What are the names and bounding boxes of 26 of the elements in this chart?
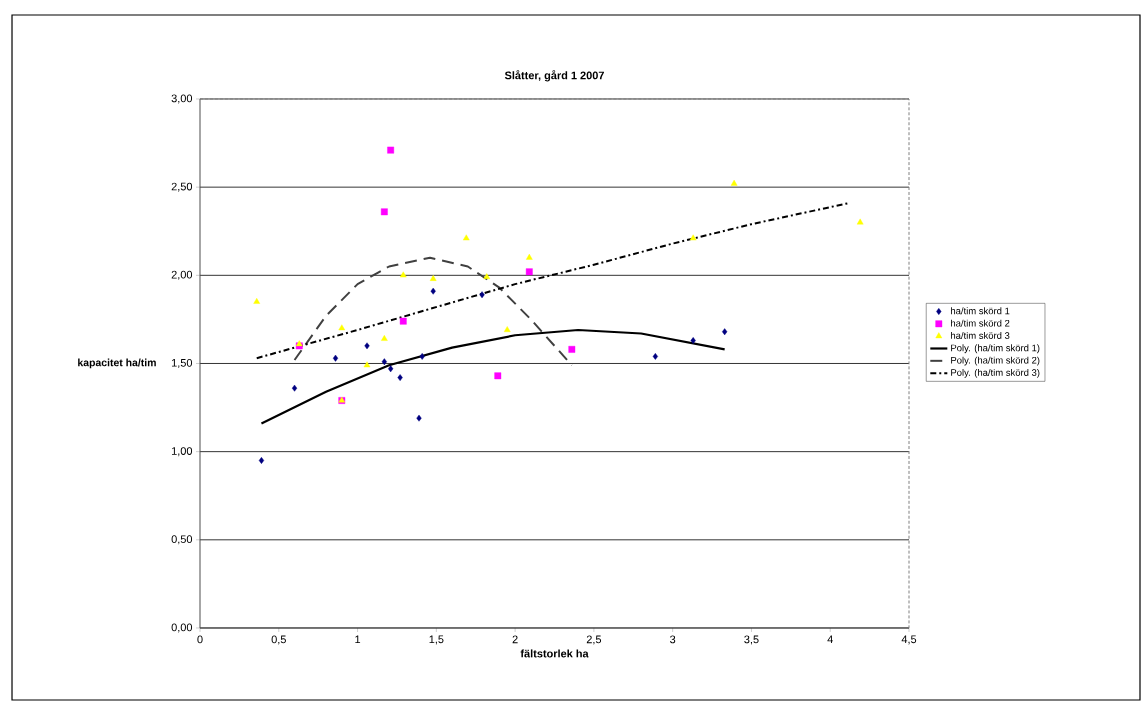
y-tick-label: 0,00 — [171, 623, 193, 633]
legend-label: ha/tim skörd 1 — [951, 307, 1010, 315]
x-tick-label: 0,5 — [271, 635, 286, 645]
x-tick-label: 4,5 — [901, 635, 917, 645]
y-tick-label: 2,00 — [171, 270, 193, 280]
y-tick-label: 0,50 — [171, 535, 193, 545]
legend-label: Poly. (ha/tim skörd 2) — [951, 356, 1040, 366]
x-tick-label: 3,5 — [744, 635, 759, 645]
x-tick-label: 1,5 — [429, 635, 444, 645]
x-tick-label: 0 — [197, 635, 203, 644]
x-axis-title: fältstorlek ha — [520, 649, 589, 658]
y-tick-label: 3,00 — [171, 94, 193, 104]
y-axis-title: kapacitet ha/tim — [78, 358, 156, 369]
x-tick-label: 2,5 — [586, 635, 602, 645]
x-tick-label: 4 — [827, 635, 833, 644]
legend-label: ha/tim skörd 2 — [951, 319, 1010, 327]
legend-label: Poly. (ha/tim skörd 1) — [951, 344, 1040, 354]
legend-label: ha/tim skörd 3 — [951, 331, 1010, 339]
x-tick-label: 2 — [512, 635, 518, 644]
x-tick-label: 3 — [670, 635, 676, 644]
x-tick-label: 1 — [355, 635, 361, 644]
legend-label: Poly. (ha/tim skörd 3) — [951, 368, 1040, 378]
y-tick-label: 2,50 — [171, 182, 193, 192]
y-tick-label: 1,00 — [171, 447, 193, 457]
y-tick-label: 1,50 — [171, 358, 193, 369]
chart-title: Slåtter, gård 1 2007 — [504, 70, 604, 82]
